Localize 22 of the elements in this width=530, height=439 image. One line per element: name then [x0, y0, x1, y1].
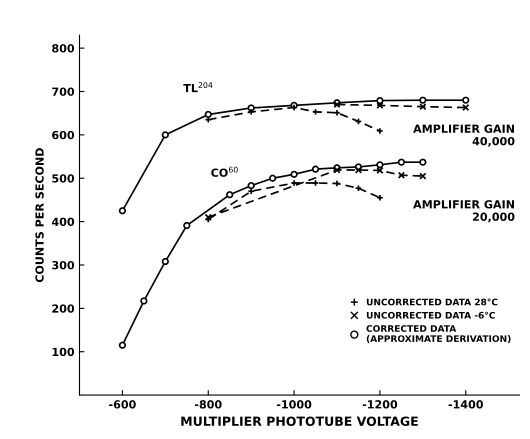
- y-tick-label: 700: [52, 87, 74, 96]
- y-tick-label: 300: [52, 260, 74, 270]
- x-tick-label: -600: [109, 400, 136, 409]
- x-tick-label: -800: [194, 400, 222, 409]
- y-tick-label: 800: [52, 44, 74, 53]
- annotation: CO$^{60}$: [211, 166, 238, 177]
- x-tick-label: -1200: [362, 400, 398, 409]
- y-tick-label: 200: [52, 304, 74, 313]
- legend-label: UNCORRECTED DATA -6°C: [366, 312, 495, 319]
- annotation: AMPLIFIER GAIN 40,000: [413, 124, 514, 147]
- y-axis-title: COUNTS PER SECOND: [35, 148, 44, 282]
- x-tick-label: -1000: [276, 400, 312, 409]
- x-tick-label: -1400: [448, 400, 483, 409]
- y-tick-label: 100: [52, 348, 74, 356]
- legend-label: UNCORRECTED DATA 28°C: [366, 298, 498, 306]
- annotation: AMPLIFIER GAIN 20,000: [413, 200, 514, 222]
- legend-label: CORRECTED DATA (APPROXIMATE DERIVATION): [366, 325, 510, 344]
- x-axis-title: MULTIPLIER PHOTOTUBE VOLTAGE: [181, 416, 418, 426]
- y-tick-label: 500: [52, 174, 74, 183]
- y-tick-label: 600: [52, 130, 74, 140]
- annotation: TL$^{204}$: [183, 82, 212, 92]
- y-tick-label: 400: [52, 218, 74, 226]
